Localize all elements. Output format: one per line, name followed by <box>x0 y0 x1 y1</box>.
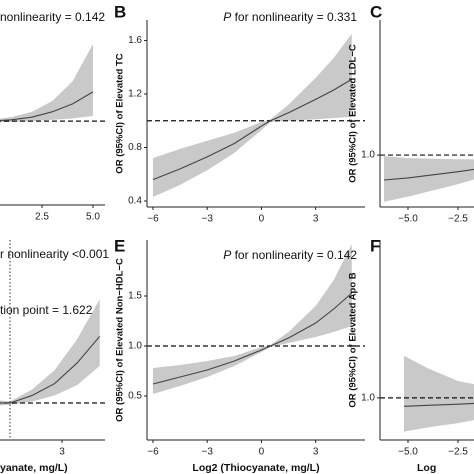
x-tick-label: 3 <box>313 214 319 225</box>
x-tick-label: −2.5 <box>448 214 468 225</box>
y-tick-label: 1.6 <box>128 35 142 46</box>
estimate-line <box>152 78 353 181</box>
y-tick-label: 1.5 <box>128 291 142 302</box>
plot-area <box>0 240 105 440</box>
x-tick-label: 0 <box>259 214 265 225</box>
x-tick-label: 3 <box>313 447 319 458</box>
plot-area <box>380 355 474 432</box>
panel-letter: C <box>370 2 382 21</box>
x-tick-label: −6 <box>147 214 159 225</box>
y-tick-label: 0.5 <box>128 391 142 402</box>
estimate-line <box>0 335 101 404</box>
panel-letter: E <box>114 236 125 255</box>
y-tick-label: 0.8 <box>128 142 142 153</box>
plot-area <box>380 154 474 202</box>
x-tick-label: −5.0 <box>398 447 418 458</box>
plot-area <box>0 43 105 123</box>
annotation: P for nonlinearity = 0.142 <box>223 248 357 262</box>
annotation: r nonlinearity <0.001 <box>0 247 109 261</box>
x-tick-label: 5.0 <box>86 212 100 223</box>
plot-area <box>147 244 365 394</box>
y-tick-label: 1.0 <box>128 341 142 352</box>
x-tick-label: 0 <box>259 447 265 458</box>
y-axis-label: OR (95%CI) of Elevated TC <box>115 53 126 173</box>
x-tick-label: −6 <box>147 447 159 458</box>
x-axis-label: yanate, mg/L) <box>0 462 68 474</box>
y-axis-label: OR (95%CI) of Elevated LDL−C <box>348 44 359 183</box>
estimate-line <box>152 292 353 385</box>
panel-letter: F <box>370 236 380 255</box>
x-axis-label: Log <box>417 462 436 474</box>
confidence-band <box>152 33 352 197</box>
annotation: nonlinearity = 0.142 <box>0 10 105 24</box>
x-tick-label: −3 <box>201 447 213 458</box>
panel-letter: B <box>114 2 126 21</box>
y-tick-label: 1.0 <box>361 150 375 161</box>
annotation: P for nonlinearity = 0.331 <box>223 10 357 24</box>
y-tick-label: 0.4 <box>128 196 142 207</box>
confidence-band <box>0 43 93 123</box>
x-tick-label: −5.0 <box>398 214 418 225</box>
x-axis-label: Log2 (Thiocyanate, mg/L) <box>192 462 319 474</box>
confidence-band <box>152 244 352 394</box>
estimate-line <box>403 402 474 407</box>
confidence-band <box>404 355 474 432</box>
y-axis-label: OR (95%CI) of Elevated Non−HDL−C <box>115 258 126 422</box>
x-tick-label: 3 <box>59 447 65 458</box>
confidence-band <box>384 156 474 202</box>
y-axis-label: OR (95%CI) of Elevated Apo B <box>348 272 359 407</box>
y-tick-label: 1.0 <box>361 393 375 404</box>
annotation: tion point = 1.622 <box>0 303 93 317</box>
x-tick-label: −3 <box>201 214 213 225</box>
plot-area <box>147 33 365 197</box>
x-tick-label: −2.5 <box>448 447 468 458</box>
y-tick-label: 1.2 <box>128 89 142 100</box>
x-tick-label: 2.5 <box>35 212 49 223</box>
estimate-line <box>383 168 474 181</box>
estimate-line <box>0 91 94 122</box>
confidence-band <box>0 299 100 406</box>
